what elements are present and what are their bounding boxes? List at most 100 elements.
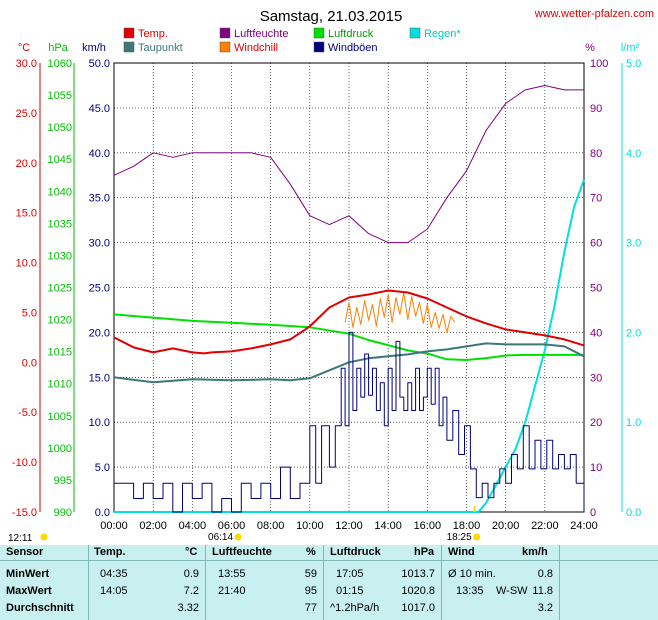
rain-tick-label: 4.0: [626, 148, 641, 160]
time-tick-label: 14:00: [374, 520, 402, 532]
temp-tick-label: -15.0: [12, 507, 37, 519]
chart-title: Samstag, 21.03.2015: [260, 8, 403, 25]
legend-swatch: [409, 27, 421, 39]
wind-tick-label: 40.0: [89, 148, 110, 160]
humidity-tick-label: 50: [590, 283, 602, 295]
header-wind: Wind: [448, 546, 475, 558]
wind-tick-label: 25.0: [89, 283, 110, 295]
pressure-value: 1017.0: [401, 602, 435, 614]
header-wind-unit: km/h: [522, 546, 548, 558]
legend-label: Taupunkt: [138, 42, 183, 54]
humidity-tick-label: 20: [590, 417, 602, 429]
time-tick-label: 00:00: [100, 520, 128, 532]
rain-tick-label: 2.0: [626, 327, 641, 339]
wind-time: 13:35: [456, 585, 484, 597]
pressure-value: 1020.8: [401, 585, 435, 597]
stats-row-min: MinWert 04:35 0.9 13:55 59 17:05 1013.7 …: [0, 567, 658, 582]
wind-direction: W-SW: [496, 585, 528, 597]
chart-legend: Temp. Taupunkt Luftfeuchte Windchill Luftdru…: [123, 27, 461, 54]
header-temp-unit: °C: [185, 546, 198, 558]
series-line-windchill: [344, 292, 456, 333]
humidity-tick-label: 90: [590, 103, 602, 115]
sunrise-icon: [234, 533, 242, 541]
humidity-tick-label: 60: [590, 238, 602, 250]
time-tick-label: 04:00: [179, 520, 207, 532]
pressure-tick-label: 1000: [48, 443, 72, 455]
temp-tick-label: -5.0: [18, 407, 37, 419]
wind-value: 11.8: [532, 585, 553, 597]
axis-ticks: 30.0 25.0 20.0 15.0 10.0 5.0 0.0 -5.0 -10.0 -15.0…: [12, 58, 641, 532]
rain-tick-label: 5.0: [626, 58, 641, 70]
humidity-value: 59: [304, 568, 317, 580]
humidity-unit-label: %: [585, 42, 595, 54]
stats-row-max: MaxWert 14:05 7.2 21:40 95 01:15 1020.8 …: [0, 584, 658, 599]
series-line-temp: [113, 289, 585, 355]
header-temp: Temp.: [94, 546, 126, 558]
wind-tick-label: 45.0: [89, 103, 110, 115]
humidity-tick-label: 80: [590, 148, 602, 160]
pressure-unit-label: hPa: [48, 42, 68, 54]
site-url[interactable]: www.wetter-pfalzen.com: [534, 8, 654, 20]
weather-chart: Samstag, 21.03.2015 www.wetter-pfalzen.c…: [8, 8, 654, 544]
pressure-tick-label: 1030: [48, 250, 72, 262]
pressure-tick-label: 1055: [48, 90, 72, 102]
legend-swatch: [219, 41, 231, 53]
header-pressure-unit: hPa: [414, 546, 435, 558]
temp-tick-label: 25.0: [16, 108, 37, 120]
wind-tick-label: 5.0: [95, 462, 110, 474]
temp-time: 04:35: [100, 568, 128, 580]
temp-tick-label: 0.0: [22, 357, 37, 369]
rain-unit-label: l/m²: [621, 42, 640, 54]
time-tick-label: 08:00: [257, 520, 285, 532]
header-humidity-unit: %: [306, 546, 316, 558]
legend-swatch: [123, 41, 135, 53]
pressure-tick-label: 995: [54, 475, 72, 487]
pressure-tick-label: 1050: [48, 122, 72, 134]
time-tick-label: 24:00: [570, 520, 598, 532]
legend-label: Luftdruck: [328, 28, 374, 40]
time-tick-label: 10:00: [296, 520, 324, 532]
time-tick-label: 16:00: [414, 520, 442, 532]
time-tick-label: 02:00: [139, 520, 167, 532]
pressure-tick-label: 1025: [48, 283, 72, 295]
temp-value: 7.2: [183, 585, 199, 597]
humidity-tick-label: 30: [590, 372, 602, 384]
row-label: Durchschnitt: [6, 602, 74, 614]
pressure-trend: ^1.2hPa/h: [330, 602, 380, 614]
legend-swatch: [313, 41, 325, 53]
pressure-time: 01:15: [336, 585, 364, 597]
temp-value: 3.32: [177, 602, 199, 614]
temp-tick-label: 5.0: [22, 307, 37, 319]
wind-tick-label: 20.0: [89, 327, 110, 339]
pressure-time: 17:05: [336, 568, 364, 580]
stats-row-avg: Durchschnitt 3.32 77 ^1.2hPa/h 1017.0 3.…: [0, 601, 658, 616]
humidity-value: 77: [304, 602, 317, 614]
time-tick-label: 18:00: [453, 520, 481, 532]
humidity-tick-label: 10: [590, 462, 602, 474]
humidity-tick-label: 0: [590, 507, 596, 519]
legend-swatch: [219, 27, 231, 39]
wind-tick-label: 10.0: [89, 417, 110, 429]
humidity-tick-label: 40: [590, 327, 602, 339]
sunset-icon: [473, 533, 481, 541]
wind-tick-label: 30.0: [89, 238, 110, 250]
legend-swatch: [313, 27, 325, 39]
pressure-value: 1013.7: [401, 568, 435, 580]
time-tick-label: 12:00: [335, 520, 363, 532]
header-sensor: Sensor: [6, 546, 44, 558]
stats-header-row: Sensor Temp. °C Luftfeuchte % Luftdruck …: [0, 545, 658, 560]
rain-tick-label: 3.0: [626, 238, 641, 250]
wind-unit-label: km/h: [82, 42, 106, 54]
series-line-regen: [114, 179, 585, 513]
header-humidity: Luftfeuchte: [212, 546, 272, 558]
temp-unit-label: °C: [18, 42, 30, 54]
legend-label: Luftfeuchte: [234, 28, 288, 40]
series-line-luftdruck: [113, 313, 584, 361]
moonrise-time: 12:11: [8, 533, 33, 544]
pressure-tick-label: 1015: [48, 347, 72, 359]
wind-tick-label: 50.0: [89, 58, 110, 70]
header-pressure: Luftdruck: [330, 546, 381, 558]
humidity-tick-label: 70: [590, 193, 602, 205]
pressure-tick-label: 1010: [48, 379, 72, 391]
time-tick-label: 06:00: [218, 520, 246, 532]
